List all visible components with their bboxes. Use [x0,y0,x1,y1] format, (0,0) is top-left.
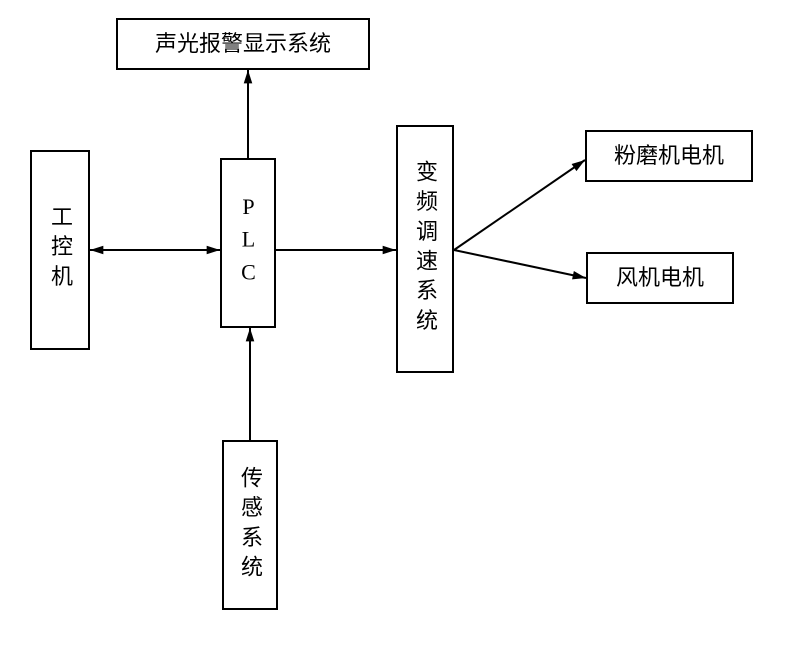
node-plc-label: PLC [237,194,259,292]
node-plc: PLC [220,158,276,328]
node-sensor-label: 传感系统 [239,466,261,585]
node-alarm: 声光报警显示系统 [116,18,370,70]
node-ipc-label: 工控机 [49,205,71,294]
node-fan: 风机电机 [586,252,734,304]
node-ipc: 工控机 [30,150,90,350]
node-fan-label: 风机电机 [616,260,704,295]
node-mill: 粉磨机电机 [585,130,753,182]
diagram-canvas: 声光报警显示系统 工控机 PLC 变频调速系统 粉磨机电机 风机电机 传感系统 [0,0,800,647]
node-sensor: 传感系统 [222,440,278,610]
node-vfd: 变频调速系统 [396,125,454,373]
node-alarm-label: 声光报警显示系统 [155,26,331,61]
node-vfd-label: 变频调速系统 [414,160,436,338]
node-mill-label: 粉磨机电机 [614,138,724,173]
